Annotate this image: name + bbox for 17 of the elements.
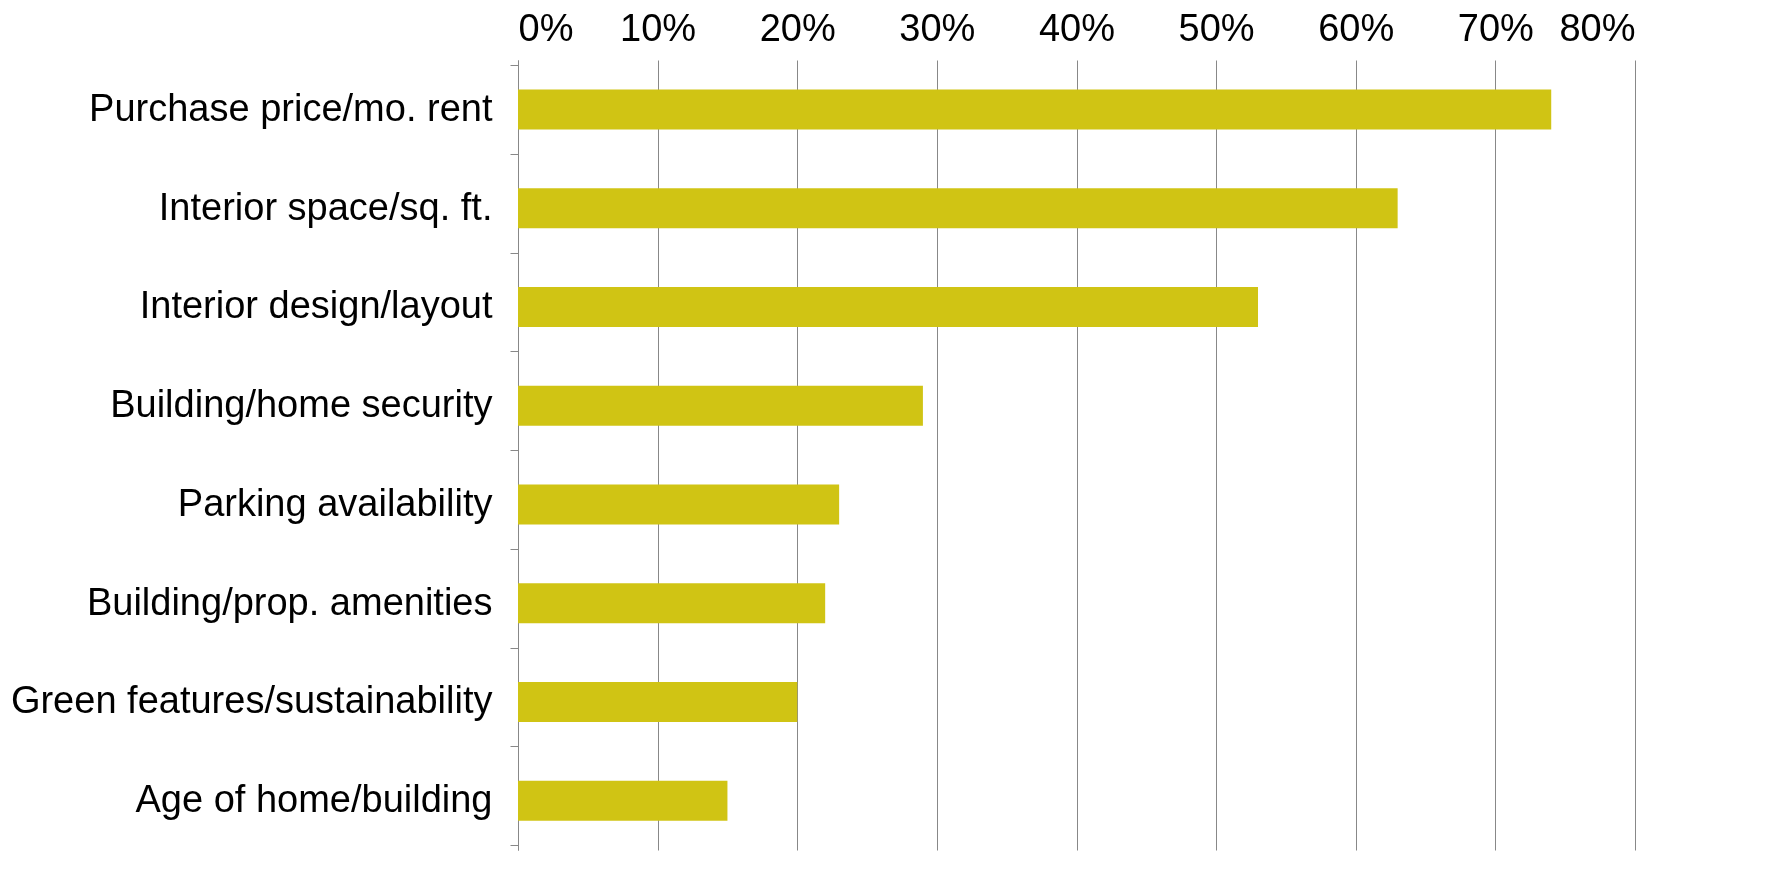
x-tick-label: 40%: [1038, 6, 1116, 49]
x-tick-label: 0%: [518, 6, 574, 49]
y-tick-label: Age of home/building: [135, 778, 493, 821]
y-tick-label: Building/prop. amenities: [86, 580, 493, 623]
y-tick-label: Parking availability: [177, 481, 493, 524]
x-tick-label: 70%: [1457, 6, 1534, 49]
y-tick-label: Purchase price/mo. rent: [89, 86, 493, 129]
x-tick-label: 30%: [899, 6, 976, 49]
x-tick-label: 20%: [759, 6, 836, 49]
y-tick-label: Building/home security: [110, 383, 493, 426]
x-tick-label: 50%: [1178, 6, 1255, 49]
y-tick-label: Interior design/layout: [139, 284, 493, 327]
y-tick-label: Interior space/sq. ft.: [158, 185, 493, 228]
x-tick-label: 60%: [1318, 6, 1395, 49]
x-tick-label: 80%: [1559, 6, 1636, 49]
y-tick-label: Green features/sustainability: [10, 679, 493, 722]
x-tick-label: 10%: [620, 6, 697, 49]
